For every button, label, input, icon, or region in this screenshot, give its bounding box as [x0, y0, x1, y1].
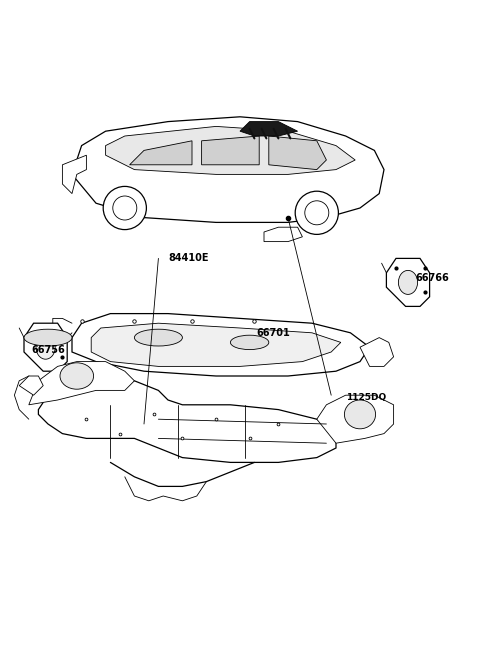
Polygon shape	[264, 227, 302, 241]
Polygon shape	[91, 323, 341, 367]
Polygon shape	[202, 136, 259, 165]
Ellipse shape	[398, 270, 418, 295]
Circle shape	[103, 186, 146, 230]
Circle shape	[295, 191, 338, 234]
Polygon shape	[240, 121, 298, 136]
Polygon shape	[38, 380, 336, 462]
Text: 1125DQ: 1125DQ	[346, 393, 386, 402]
Text: 66701: 66701	[257, 328, 290, 338]
Polygon shape	[360, 338, 394, 367]
Circle shape	[305, 201, 329, 225]
Polygon shape	[19, 376, 43, 395]
Polygon shape	[269, 136, 326, 170]
Polygon shape	[72, 117, 384, 222]
Ellipse shape	[344, 400, 376, 429]
Ellipse shape	[230, 335, 269, 350]
Polygon shape	[29, 361, 134, 405]
Polygon shape	[317, 395, 394, 443]
Text: 84410E: 84410E	[168, 253, 208, 264]
Ellipse shape	[60, 363, 94, 389]
Polygon shape	[130, 141, 192, 165]
Polygon shape	[24, 323, 67, 371]
Polygon shape	[106, 127, 355, 174]
Polygon shape	[62, 155, 86, 194]
Polygon shape	[72, 314, 370, 376]
Ellipse shape	[36, 335, 55, 359]
Circle shape	[113, 196, 137, 220]
Ellipse shape	[134, 329, 182, 346]
Ellipse shape	[24, 329, 72, 346]
Text: 66766: 66766	[415, 273, 449, 283]
Text: 66756: 66756	[31, 344, 65, 355]
Polygon shape	[386, 258, 430, 306]
